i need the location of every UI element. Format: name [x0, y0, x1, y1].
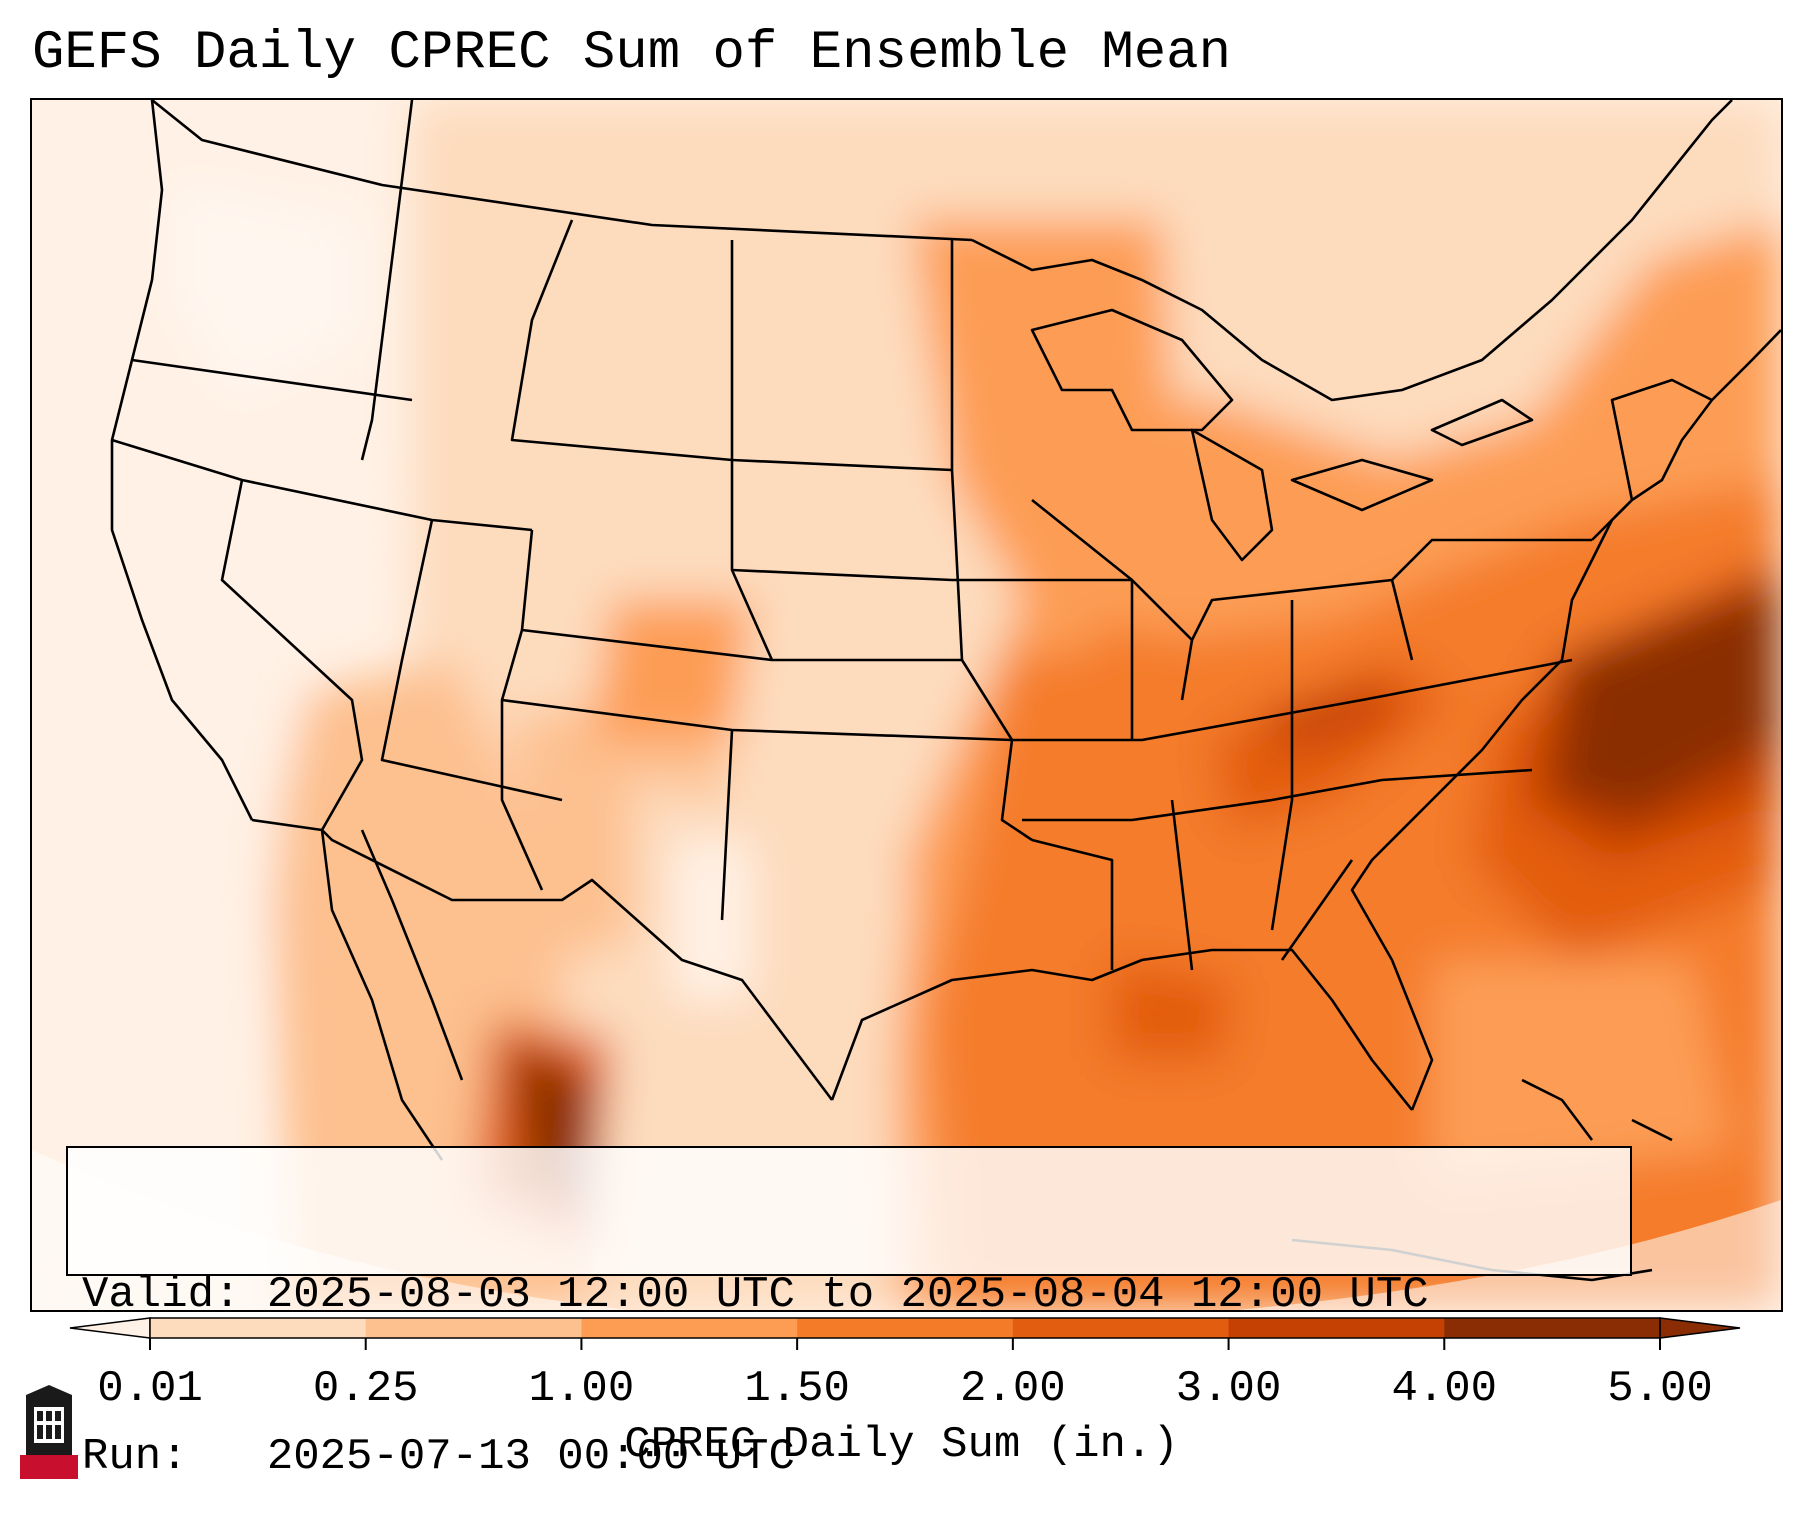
colorbar-tick-label: 0.25 — [313, 1364, 419, 1414]
colorbar-tick-label: 0.01 — [97, 1364, 203, 1414]
colorbar-segment — [150, 1318, 367, 1338]
colorbar-tick-label: 1.50 — [744, 1364, 850, 1414]
valid-line: Valid: 2025-08-03 12:00 UTC to 2025-08-0… — [82, 1268, 1616, 1322]
colorbar: 0.01 0.25 1.00 1.50 2.00 3.00 4.00 5.00 — [0, 1310, 1803, 1470]
run-line: Run: 2025-07-13 00:00 UTC — [82, 1430, 1616, 1484]
chart-title: GEFS Daily CPREC Sum of Ensemble Mean — [32, 23, 1231, 84]
colorbar-segment — [1228, 1318, 1445, 1338]
colorbar-tick-label: 3.00 — [1176, 1364, 1282, 1414]
colorbar-label: CPREC Daily Sum (in.) — [624, 1420, 1179, 1470]
niu-logo — [20, 1385, 78, 1481]
colorbar-tick-label: 2.00 — [960, 1364, 1066, 1414]
colorbar-segment — [1444, 1318, 1661, 1338]
run-time: 2025-07-13 00:00 UTC — [266, 1432, 795, 1482]
colorbar-segment — [365, 1318, 582, 1338]
colorbar-extend-high — [1659, 1317, 1741, 1339]
colorbar-segment — [1012, 1318, 1230, 1338]
domain-edge — [32, 1150, 1781, 1310]
precip-field — [32, 100, 1781, 1310]
colorbar-tick-label: 1.00 — [529, 1364, 635, 1414]
precip-map — [30, 98, 1783, 1312]
colorbar-border — [149, 1317, 1661, 1339]
valid-label: Valid: — [82, 1270, 241, 1320]
colorbar-segment — [581, 1318, 798, 1338]
state-boundaries — [110, 100, 1781, 1282]
colorbar-segment — [797, 1318, 1014, 1338]
valid-range: 2025-08-03 12:00 UTC to 2025-08-04 12:00… — [266, 1270, 1429, 1320]
valid-run-info-box: Valid: 2025-08-03 12:00 UTC to 2025-08-0… — [66, 1146, 1632, 1482]
colorbar-tick-label: 5.00 — [1607, 1364, 1713, 1414]
colorbar-tick-label: 4.00 — [1391, 1364, 1497, 1414]
colorbar-extend-low — [69, 1317, 151, 1339]
run-label: Run: — [82, 1432, 188, 1482]
